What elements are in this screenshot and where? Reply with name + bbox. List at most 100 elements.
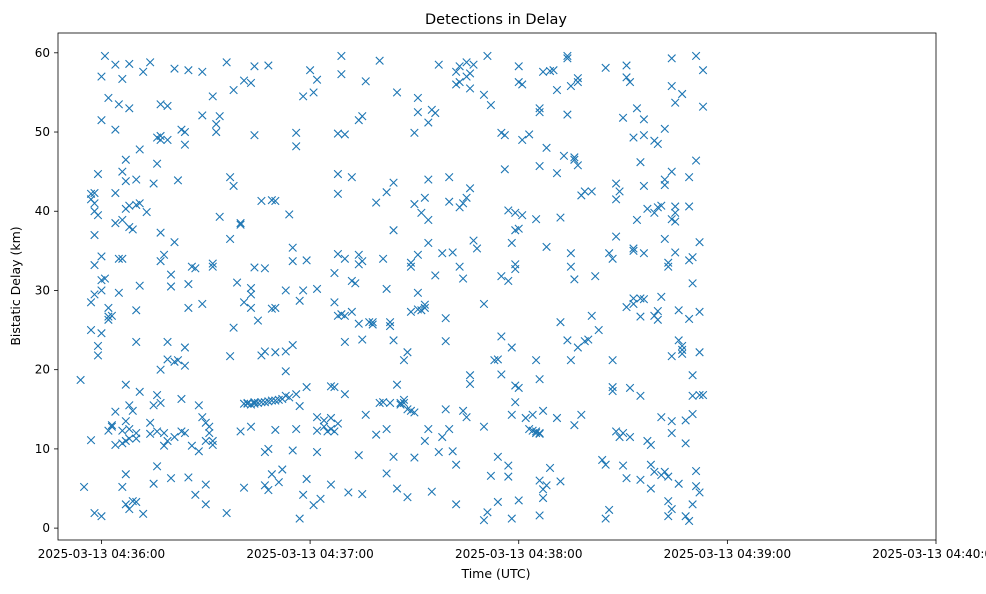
data-point (389, 226, 398, 235)
data-point (97, 329, 106, 338)
data-point (351, 279, 360, 288)
data-point (681, 512, 690, 521)
data-point (333, 129, 343, 138)
data-point (677, 349, 687, 359)
data-point (664, 262, 673, 271)
data-point (292, 128, 301, 138)
data-point (354, 319, 363, 328)
data-point (511, 264, 520, 274)
data-point (451, 460, 461, 469)
data-point (573, 77, 583, 87)
data-point (406, 262, 416, 271)
data-point (340, 390, 350, 399)
data-point (229, 323, 238, 332)
data-point (691, 156, 701, 165)
data-point (333, 419, 343, 428)
data-point (424, 215, 433, 225)
data-point (465, 69, 475, 78)
data-point (166, 282, 176, 291)
data-point (274, 477, 283, 487)
data-point (278, 465, 287, 474)
data-point (354, 250, 363, 259)
data-point (410, 199, 419, 209)
data-point (246, 422, 256, 431)
data-point (410, 128, 419, 138)
data-point (326, 382, 336, 391)
data-point (549, 66, 558, 75)
data-point (413, 288, 423, 298)
data-point (671, 98, 680, 107)
data-point (691, 481, 701, 491)
data-point (535, 511, 544, 520)
data-point (264, 61, 273, 70)
data-point (691, 466, 701, 476)
data-point (531, 214, 541, 224)
data-point (688, 391, 697, 401)
data-point (677, 345, 687, 355)
data-point (684, 202, 694, 211)
data-point (424, 424, 433, 434)
data-point (86, 298, 96, 307)
data-point (622, 302, 631, 312)
data-point (111, 218, 120, 228)
data-point (330, 382, 339, 392)
data-point (250, 397, 259, 407)
data-point (643, 204, 652, 214)
data-point (100, 274, 110, 283)
data-point (570, 275, 579, 284)
data-point (347, 276, 357, 286)
data-point (184, 66, 193, 75)
data-point (438, 432, 447, 442)
data-point (552, 85, 562, 95)
data-point (100, 51, 110, 61)
data-point (222, 508, 231, 518)
data-point (573, 161, 583, 170)
data-point (465, 184, 475, 193)
data-point (135, 199, 144, 208)
data-point (504, 461, 513, 470)
data-point (434, 447, 443, 457)
data-point (403, 348, 412, 357)
data-point (500, 131, 510, 140)
data-point (584, 335, 593, 344)
data-point (507, 238, 516, 248)
data-point (385, 321, 395, 331)
data-point (504, 472, 513, 481)
data-point (159, 428, 169, 438)
data-point (500, 165, 510, 174)
data-point (465, 379, 475, 389)
data-point (125, 59, 134, 69)
data-point (257, 397, 266, 407)
data-point (194, 447, 204, 456)
data-point (205, 422, 214, 431)
data-point (399, 395, 409, 404)
data-point (674, 336, 683, 345)
data-point (424, 238, 433, 248)
data-point (90, 290, 99, 299)
data-point (208, 440, 217, 450)
data-point (375, 398, 384, 408)
data-point (274, 395, 283, 404)
data-point (570, 153, 579, 162)
data-point (611, 232, 621, 241)
data-point (462, 193, 471, 202)
data-point (608, 355, 617, 365)
data-point (674, 479, 683, 488)
data-point (239, 399, 249, 408)
data-point (142, 207, 151, 217)
data-point (667, 167, 676, 176)
data-point (639, 131, 649, 140)
data-point (152, 390, 162, 400)
data-point (469, 60, 478, 69)
plot-area (57, 32, 937, 541)
data-point (288, 256, 297, 266)
data-point (114, 254, 124, 263)
data-point (149, 179, 158, 188)
data-point (629, 133, 638, 142)
data-point (681, 416, 690, 425)
data-point (201, 500, 210, 509)
data-point (118, 439, 127, 448)
data-point (344, 488, 353, 497)
data-point (264, 485, 273, 495)
data-point (535, 375, 544, 384)
